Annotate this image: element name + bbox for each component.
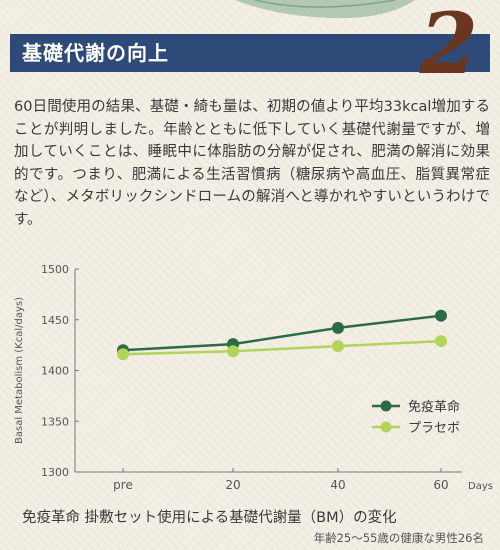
x-axis-label: Days <box>468 481 493 492</box>
y-tick-label: 1500 <box>41 263 69 276</box>
y-tick-label: 1300 <box>41 466 69 479</box>
series-line-2 <box>122 339 442 356</box>
line-chart: 1300 1350 1400 1450 1500 pre 20 40 60 Days Basal M… <box>14 263 493 492</box>
legend-label: プラセボ <box>408 421 460 436</box>
data-point <box>117 348 129 361</box>
chart-caption: 免疫革命 掛敷セット使用による基礎代謝量（BM）の変化 <box>22 510 397 526</box>
y-tick-label: 1350 <box>41 415 69 428</box>
chart-subcaption: 年齢25〜55歳の健康な男性26名 <box>313 531 484 545</box>
data-point <box>227 345 239 358</box>
legend-label: 免疫革命 <box>408 399 460 415</box>
x-tick-label: 60 <box>433 478 448 492</box>
y-tick-label: 1450 <box>41 314 69 327</box>
x-tick-label: 40 <box>330 478 345 492</box>
body-paragraph: 60日間使用の結果、基礎・綺も量は、初期の値より平均33kcal増加することが判… <box>14 99 490 228</box>
leaf-decoration <box>235 0 415 19</box>
y-tick-label: 1400 <box>41 365 69 378</box>
x-tick-label: 20 <box>225 478 240 492</box>
data-point <box>332 340 344 353</box>
series-line-1 <box>122 314 442 352</box>
section-title: 基礎代謝の向上 <box>22 41 169 65</box>
chart-series <box>117 309 447 361</box>
chart-axes: 1300 1350 1400 1450 1500 pre 20 40 60 Days Basal M… <box>14 263 493 492</box>
y-axis-label: Basal Metabolism (Kcal/days) <box>14 297 25 444</box>
section-header-band <box>10 34 490 72</box>
legend-swatch-marker <box>380 400 392 412</box>
legend-swatch-marker <box>380 421 392 433</box>
data-point <box>435 335 447 348</box>
section-number: 2 <box>419 0 478 93</box>
x-tick-label: pre <box>113 478 133 492</box>
data-point <box>435 309 447 322</box>
data-point <box>332 321 344 334</box>
